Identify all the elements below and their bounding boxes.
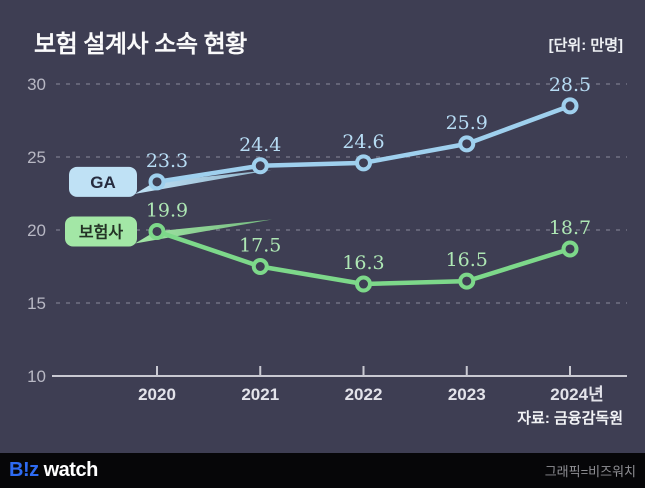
legend-tag-보험사 (65, 216, 137, 247)
value-label-보험사-2024년: 18.7 (549, 217, 591, 239)
value-label-GA-2023: 25.9 (446, 112, 488, 134)
x-tick-label-2024년: 2024년 (550, 385, 603, 404)
x-tick-label-2020: 2020 (138, 385, 176, 404)
source-label: 자료: 금융감독원 (517, 410, 623, 427)
graphic-credit: 그래픽=비즈워치 (544, 464, 636, 479)
data-point-GA-2024년 (561, 97, 579, 115)
data-point-보험사-2022 (355, 275, 372, 293)
y-tick-label-30: 30 (27, 75, 46, 94)
legend-tag-label-보험사: 보험사 (79, 222, 123, 241)
value-label-GA-2021: 24.4 (239, 134, 281, 156)
data-point-보험사-2024년 (561, 240, 579, 258)
y-tick-label-15: 15 (27, 294, 46, 313)
data-point-보험사-2020 (148, 222, 166, 240)
value-label-GA-2020: 23.3 (146, 150, 188, 172)
legend-tag-GA (69, 166, 137, 197)
x-tick-label-2023: 2023 (448, 385, 486, 404)
legend-tag-label-GA: GA (90, 173, 116, 192)
x-tick-label-2021: 2021 (241, 385, 279, 404)
data-point-GA-2021 (251, 157, 269, 175)
y-tick-label-10: 10 (27, 367, 46, 386)
value-label-보험사-2023: 16.5 (446, 249, 488, 271)
line-chart: 10 15 20 25 30 2020 2021 2022 2023 2024년 GA 보험사 23.3… (27, 74, 627, 404)
value-label-보험사-2021: 17.5 (239, 235, 281, 257)
legend-tag-arrow-GA (135, 169, 272, 194)
bizwatch-logo: B!z watch (9, 459, 98, 482)
data-point-보험사-2023 (458, 272, 476, 290)
value-label-GA-2024년: 28.5 (549, 74, 591, 96)
y-tick-label-20: 20 (27, 221, 46, 240)
x-tick-label-2022: 2022 (345, 385, 383, 404)
value-label-GA-2022: 24.6 (342, 131, 384, 153)
chart-title: 보험 설계사 소속 현황 (34, 31, 247, 58)
unit-label: [단위: 만명] (548, 37, 623, 54)
footer-bar: B!z watch 그래픽=비즈워치 (0, 453, 645, 488)
logo-watch-text: watch (43, 459, 99, 481)
data-point-GA-2022 (355, 154, 372, 172)
y-tick-label-25: 25 (27, 148, 46, 167)
logo-biz-text: B!z (9, 459, 39, 481)
data-point-GA-2020 (148, 173, 166, 191)
value-label-보험사-2022: 16.3 (342, 252, 384, 274)
value-label-보험사-2020: 19.9 (146, 199, 188, 221)
data-point-GA-2023 (458, 135, 476, 153)
data-point-보험사-2021 (251, 258, 269, 275)
